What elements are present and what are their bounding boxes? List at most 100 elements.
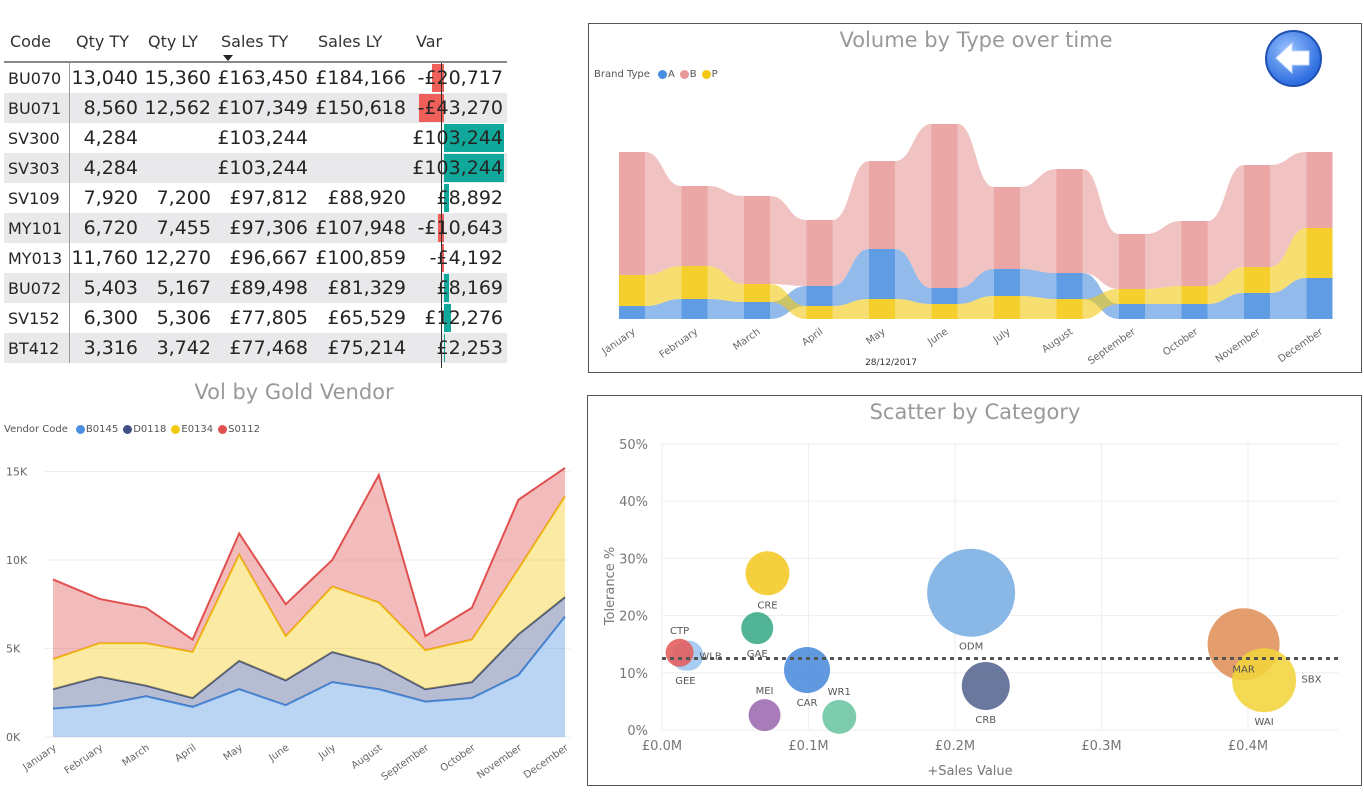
col-header-sales-ty[interactable]: Sales TY <box>215 32 312 61</box>
ribbon-P <box>1082 289 1119 319</box>
x-tick-label: March <box>121 742 152 768</box>
x-tick-label: February <box>63 742 106 776</box>
col-header-qty-ty[interactable]: Qty TY <box>76 32 129 51</box>
cell-qty-ty: 6,300 <box>83 307 138 329</box>
ribbon-bar-B <box>806 220 833 286</box>
var-databar <box>437 214 444 242</box>
x-tick-label: July <box>316 742 338 762</box>
table-row[interactable]: BU071 8,560 12,562 £107,349 £150,618 -£43,270 <box>4 93 507 123</box>
col-header-code[interactable]: Code <box>10 32 51 51</box>
legend-item-B0145[interactable]: B0145 <box>85 424 119 435</box>
legend-item-B[interactable]: B <box>689 69 697 80</box>
legend-item-A[interactable]: A <box>667 69 675 80</box>
col-header-qty-ly[interactable]: Qty LY <box>148 32 198 51</box>
col-header-sales-ly[interactable]: Sales LY <box>318 32 383 51</box>
table-row[interactable]: MY101 6,720 7,455 £97,306 £107,948 -£10,643 <box>4 213 507 243</box>
table-row[interactable]: BU072 5,403 5,167 £89,498 £81,329 £8,169 <box>4 273 507 303</box>
ribbon-bar-B <box>681 186 708 266</box>
cell-qty-ty: 5,403 <box>83 277 138 299</box>
table-row[interactable]: BT412 3,316 3,742 £77,468 £75,214 £2,253 <box>4 333 507 363</box>
var-databar <box>444 154 504 182</box>
x-tick-label: September <box>379 742 431 783</box>
ribbon-bar-A <box>744 302 770 319</box>
arrow-left-icon <box>1275 41 1310 75</box>
ribbon-bar-A <box>994 269 1020 296</box>
bubbles <box>662 548 1338 734</box>
legend-item-S0112[interactable]: S0112 <box>228 424 260 435</box>
y-tick-label: 15K <box>6 466 28 479</box>
legend-dot <box>75 425 85 434</box>
ribbon-bar-P <box>931 304 958 319</box>
ribbon-bar-A <box>1119 304 1145 319</box>
cell-qty-ly: 5,306 <box>156 307 211 329</box>
bubble-MEI <box>748 699 781 732</box>
cell-qty-ly: 3,742 <box>156 337 211 359</box>
table-row[interactable]: SV300 4,284 £103,244 £103,244 <box>4 123 507 153</box>
x-tick-label: September <box>1086 326 1138 367</box>
ribbon-bar-B <box>1181 221 1208 286</box>
ribbon-bar-P <box>1244 267 1270 293</box>
ribbon-bar-B <box>994 187 1020 269</box>
legend-dot <box>123 425 133 434</box>
y-tick-label: 30% <box>619 552 648 567</box>
bubble-label: MEI <box>756 686 774 697</box>
cell-code: BU070 <box>4 63 70 93</box>
x-tick-label: December <box>522 742 572 781</box>
legend-title: Brand Type <box>594 69 650 80</box>
cell-sales-ty: £103,244 <box>217 157 308 179</box>
cell-qty-ty: 3,316 <box>83 337 138 359</box>
var-databar <box>431 64 444 92</box>
legend-item-E0134[interactable]: E0134 <box>181 424 214 435</box>
y-tick-label: 40% <box>619 495 648 510</box>
cell-code: MY013 <box>4 243 70 273</box>
var-value: -£10,643 <box>417 217 503 239</box>
ribbon-P <box>1207 267 1244 304</box>
table-row[interactable]: BU070 13,040 15,360 £163,450 £184,166 -£20,71… <box>4 63 507 93</box>
x-tick-label: June <box>266 742 291 764</box>
var-value: £103,244 <box>412 127 503 149</box>
x-axis-title: 28/12/2017 <box>865 358 917 368</box>
ribbon-bar-B <box>869 161 895 249</box>
var-axis-line <box>441 63 442 368</box>
cell-qty-ly: 12,270 <box>144 247 211 269</box>
back-button[interactable] <box>1265 30 1322 87</box>
table-row[interactable]: MY013 11,760 12,270 £96,667 £100,859 -£4,192 <box>4 243 507 273</box>
x-tick-label: November <box>1214 326 1264 365</box>
ribbon-bar-P <box>744 284 770 302</box>
legend-dot <box>679 70 689 79</box>
sales-table: Code Qty TY Qty LY Sales TY Sales LY Var… <box>4 25 507 363</box>
ribbon-bar-P <box>619 275 645 306</box>
table-row[interactable]: SV152 6,300 5,306 £77,805 £65,529 £12,276 <box>4 303 507 333</box>
x-tick-label: £0.0M <box>642 739 682 754</box>
var-databar <box>444 304 452 332</box>
cell-var: £12,276 <box>410 303 507 333</box>
x-tick-label: April <box>800 326 825 348</box>
cell-code: BU072 <box>4 273 70 303</box>
bubble-label: CTP <box>670 626 689 637</box>
col-header-var[interactable]: Var <box>416 32 443 51</box>
ribbon-bar-A <box>681 299 708 319</box>
cell-sales-ly <box>312 123 410 153</box>
ribbon-bar-B <box>1056 169 1083 273</box>
bubble-WR1 <box>822 699 857 734</box>
col-header-sales-ty-label: Sales TY <box>221 32 289 51</box>
legend-item-P[interactable]: P <box>711 69 718 80</box>
ribbon-P <box>895 299 932 319</box>
ribbon-B <box>1270 152 1307 267</box>
x-tick-label: June <box>925 326 950 348</box>
legend-item-D0118[interactable]: D0118 <box>133 424 167 435</box>
x-axis-title: +Sales Value <box>927 764 1012 779</box>
y-axis-title: Tolerance % <box>603 547 618 626</box>
ribbon-P <box>770 284 807 319</box>
bubble-label: CRB <box>975 715 996 726</box>
var-databar <box>444 184 450 212</box>
ribbon-B <box>895 124 932 288</box>
area-D0118 <box>53 597 565 709</box>
var-databar <box>444 124 504 152</box>
bubble-label: WR1 <box>828 687 851 698</box>
table-row[interactable]: SV109 7,920 7,200 £97,812 £88,920 £8,892 <box>4 183 507 213</box>
bubble-CTP <box>665 638 694 667</box>
bubble-CAR <box>784 646 831 693</box>
table-row[interactable]: SV303 4,284 £103,244 £103,244 <box>4 153 507 183</box>
ribbon-P <box>645 266 682 306</box>
